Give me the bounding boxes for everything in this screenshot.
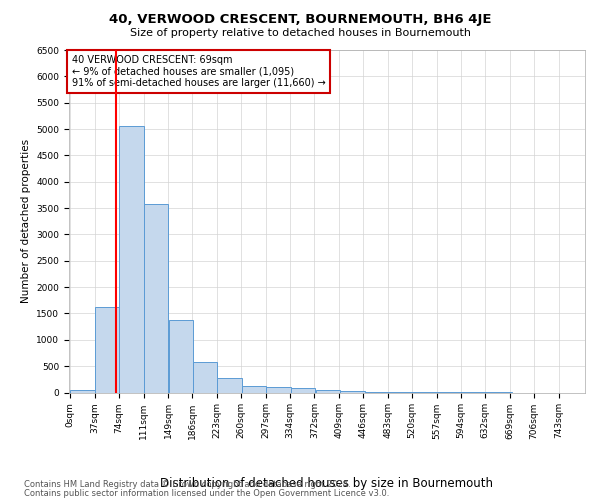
Text: 40, VERWOOD CRESCENT, BOURNEMOUTH, BH6 4JE: 40, VERWOOD CRESCENT, BOURNEMOUTH, BH6 4… [109,12,491,26]
Bar [95,307,119,392]
X-axis label: Distribution of detached houses by size in Bournemouth: Distribution of detached houses by size … [161,478,493,490]
Bar [217,378,242,392]
Bar [266,387,291,392]
Bar [143,204,168,392]
Bar [193,362,217,392]
Bar [291,388,315,392]
Bar [119,126,143,392]
Y-axis label: Number of detached properties: Number of detached properties [21,139,31,304]
Bar [70,390,95,392]
Text: Contains HM Land Registry data © Crown copyright and database right 2024.: Contains HM Land Registry data © Crown c… [24,480,350,489]
Text: Size of property relative to detached houses in Bournemouth: Size of property relative to detached ho… [130,28,470,38]
Text: 40 VERWOOD CRESCENT: 69sqm
← 9% of detached houses are smaller (1,095)
91% of se: 40 VERWOOD CRESCENT: 69sqm ← 9% of detac… [71,55,325,88]
Bar [169,320,193,392]
Text: Contains public sector information licensed under the Open Government Licence v3: Contains public sector information licen… [24,488,389,498]
Bar [316,390,340,392]
Bar [242,386,266,392]
